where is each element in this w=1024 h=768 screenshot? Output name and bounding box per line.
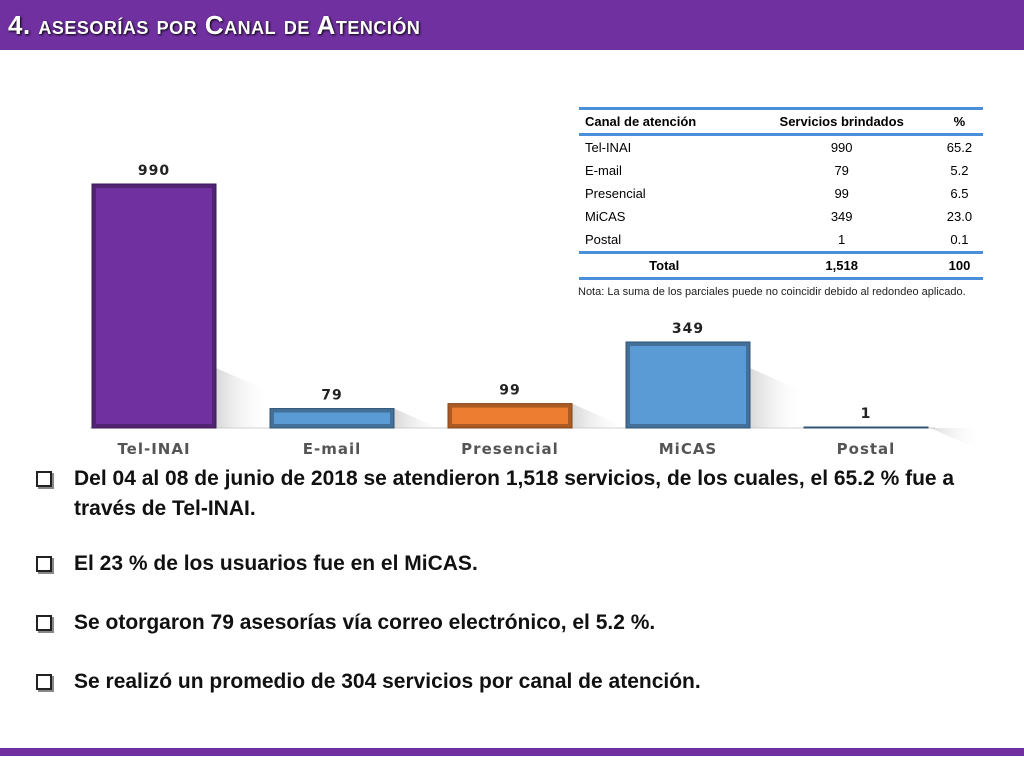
bottom-bar [0, 748, 1024, 756]
checkbox-bullet-icon [36, 674, 52, 690]
table-total-services: 1,518 [747, 251, 934, 280]
table-cell: 65.2 [946, 140, 973, 155]
table-cell: 6.5 [950, 186, 969, 201]
bar [803, 426, 929, 429]
table-row: Presencial 99 6.5 [579, 182, 983, 205]
bullet-item: Se otorgaron 79 asesorías vía correo ele… [34, 608, 1009, 638]
bar-face [630, 345, 746, 424]
bullet-item: Del 04 al 08 de junio de 2018 se atendie… [34, 464, 1009, 524]
table-header-canal: Canal de atención [579, 108, 748, 136]
bar-shadow [572, 403, 627, 428]
bar-shadow [750, 368, 805, 428]
table-row: MiCAS 349 23.0 [579, 205, 983, 228]
page-title: 4. asesorías por Canal de Atención [8, 10, 421, 40]
checkbox-bullet-icon [36, 615, 52, 631]
table-header-row: Canal de atención Servicios brindados % [579, 108, 983, 136]
bar-face [452, 407, 568, 424]
data-label: 99 [499, 383, 520, 399]
data-label: 79 [321, 388, 342, 404]
bullet-text: El 23 % de los usuarios fue en el MiCAS. [74, 552, 478, 575]
table-cell: E-mail [585, 163, 622, 178]
checkbox-bullet-icon [36, 471, 52, 487]
table-note: Nota: La suma de los parciales puede no … [578, 286, 966, 298]
category-label: E-mail [303, 440, 362, 458]
data-label: 990 [138, 163, 170, 179]
title-bar: 4. asesorías por Canal de Atención [0, 0, 1024, 50]
table-cell: Presencial [585, 186, 646, 201]
data-table: Canal de atención Servicios brindados % … [579, 107, 983, 280]
bar-shadow [928, 427, 983, 449]
table-row: E-mail 79 5.2 [579, 159, 983, 182]
table-total-label: Total [579, 251, 748, 280]
table-cell: 79 [834, 163, 849, 178]
table-row: Tel-INAI 990 65.2 [579, 135, 983, 160]
bar-face [96, 188, 212, 424]
table-cell: 990 [830, 140, 853, 155]
bar-shadow [394, 408, 449, 431]
table-cell: Postal [585, 232, 622, 247]
table-total-row: Total 1,518 100 [579, 251, 983, 280]
category-label: Tel-INAI [117, 440, 190, 458]
bullet-item: El 23 % de los usuarios fue en el MiCAS. [34, 549, 1009, 579]
table-cell: Tel-INAI [585, 140, 632, 155]
category-label: Postal [837, 440, 896, 458]
table-cell: 349 [830, 209, 853, 224]
category-label: Presencial [461, 440, 559, 458]
table-cell: 1 [838, 232, 846, 247]
table-row: Postal 1 0.1 [579, 228, 983, 253]
bullet-list: Del 04 al 08 de junio de 2018 se atendie… [34, 464, 1009, 697]
table-header-percent: % [933, 108, 983, 136]
bar-shadow [216, 368, 271, 428]
checkbox-bullet-icon [36, 556, 52, 572]
category-label: MiCAS [659, 440, 718, 458]
table-cell: 0.1 [950, 232, 969, 247]
bullet-text: Se realizó un promedio de 304 servicios … [74, 670, 701, 693]
table-cell: 5.2 [950, 163, 969, 178]
bullet-text: Del 04 al 08 de junio de 2018 se atendie… [74, 467, 955, 520]
bar-face [274, 412, 390, 424]
bar-chart: 990 Tel-INAI 79 E-mail 99 Presencial 349 MiCAS 1… [90, 163, 983, 458]
table-cell: MiCAS [585, 209, 626, 224]
bullet-text: Se otorgaron 79 asesorías vía correo ele… [74, 611, 656, 634]
table-cell: 23.0 [946, 209, 973, 224]
table-header-servicios: Servicios brindados [747, 108, 934, 136]
data-label: 349 [672, 321, 704, 337]
table-cell: 99 [834, 186, 849, 201]
bullet-item: Se realizó un promedio de 304 servicios … [34, 667, 1009, 697]
data-label: 1 [861, 406, 872, 422]
table-total-percent: 100 [933, 251, 983, 280]
